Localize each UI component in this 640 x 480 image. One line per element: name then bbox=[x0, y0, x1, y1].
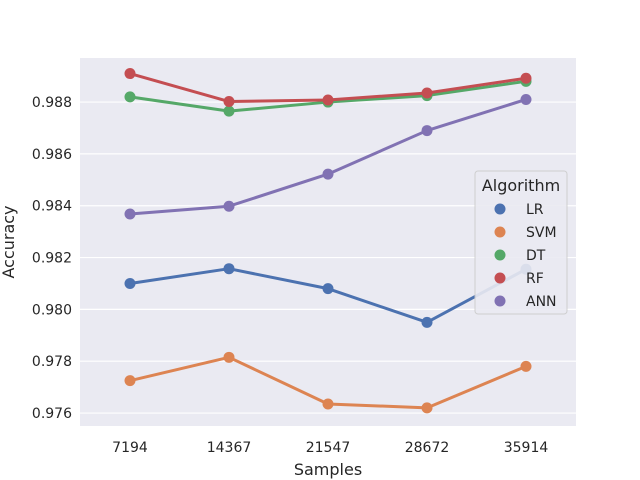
x-tick-label: 14367 bbox=[207, 440, 252, 456]
x-tick-label: 28672 bbox=[405, 440, 450, 456]
y-tick-label: 0.976 bbox=[32, 406, 72, 422]
data-point-dt bbox=[124, 91, 136, 103]
data-point-dt bbox=[223, 105, 235, 117]
legend-marker bbox=[494, 295, 506, 307]
legend-label: SVM bbox=[526, 225, 557, 241]
y-tick-label: 0.980 bbox=[32, 302, 72, 318]
legend-label: LR bbox=[526, 202, 544, 218]
data-point-ann bbox=[124, 208, 136, 220]
data-point-svm bbox=[124, 375, 136, 387]
data-point-rf bbox=[124, 68, 136, 80]
legend-marker bbox=[494, 203, 506, 215]
data-point-ann bbox=[520, 93, 532, 105]
y-tick-label: 0.986 bbox=[32, 147, 72, 163]
data-point-svm bbox=[520, 360, 532, 372]
legend-item-ann: ANN bbox=[494, 294, 557, 310]
legend-item-lr: LR bbox=[494, 202, 544, 218]
x-tick-label: 21547 bbox=[306, 440, 351, 456]
legend-marker bbox=[494, 272, 506, 284]
legend-marker bbox=[494, 249, 506, 261]
legend-label: ANN bbox=[526, 294, 557, 310]
y-axis-ticks: 0.976 0.978 0.980 0.982 0.984 0.986 0.988 bbox=[32, 95, 72, 422]
data-point-svm bbox=[223, 351, 235, 363]
y-tick-label: 0.984 bbox=[32, 199, 72, 215]
x-tick-label: 35914 bbox=[504, 440, 549, 456]
gridlines bbox=[80, 101, 576, 414]
legend: Algorithm LR SVM DT RF ANN bbox=[474, 170, 568, 315]
data-point-lr bbox=[124, 277, 136, 289]
data-point-lr bbox=[223, 263, 235, 275]
x-tick-label: 7194 bbox=[112, 440, 148, 456]
data-point-rf bbox=[520, 72, 532, 84]
series-lr bbox=[124, 263, 532, 328]
legend-label: DT bbox=[526, 248, 546, 264]
data-point-ann bbox=[322, 168, 334, 180]
data-point-rf bbox=[223, 96, 235, 108]
data-point-lr bbox=[421, 316, 433, 328]
legend-item-svm: SVM bbox=[494, 225, 557, 241]
data-point-svm bbox=[322, 398, 334, 410]
series-rf bbox=[124, 68, 532, 108]
x-axis-label: Samples bbox=[294, 460, 362, 479]
y-tick-label: 0.988 bbox=[32, 95, 72, 111]
legend-title: Algorithm bbox=[482, 176, 560, 195]
x-axis-ticks: 7194 14367 21547 28672 35914 bbox=[112, 440, 548, 456]
data-point-rf bbox=[421, 87, 433, 99]
data-point-ann bbox=[421, 125, 433, 137]
data-point-svm bbox=[421, 402, 433, 414]
y-tick-label: 0.978 bbox=[32, 354, 72, 370]
y-axis-label: Accuracy bbox=[0, 205, 18, 278]
data-point-lr bbox=[322, 283, 334, 295]
series-layer bbox=[124, 68, 532, 414]
series-svm bbox=[124, 351, 532, 414]
y-tick-label: 0.982 bbox=[32, 251, 72, 267]
legend-item-rf: RF bbox=[494, 271, 544, 287]
legend-marker bbox=[494, 226, 506, 238]
legend-item-dt: DT bbox=[494, 248, 546, 264]
series-ann bbox=[124, 93, 532, 220]
data-point-rf bbox=[322, 94, 334, 106]
legend-label: RF bbox=[526, 271, 544, 287]
data-point-ann bbox=[223, 200, 235, 212]
